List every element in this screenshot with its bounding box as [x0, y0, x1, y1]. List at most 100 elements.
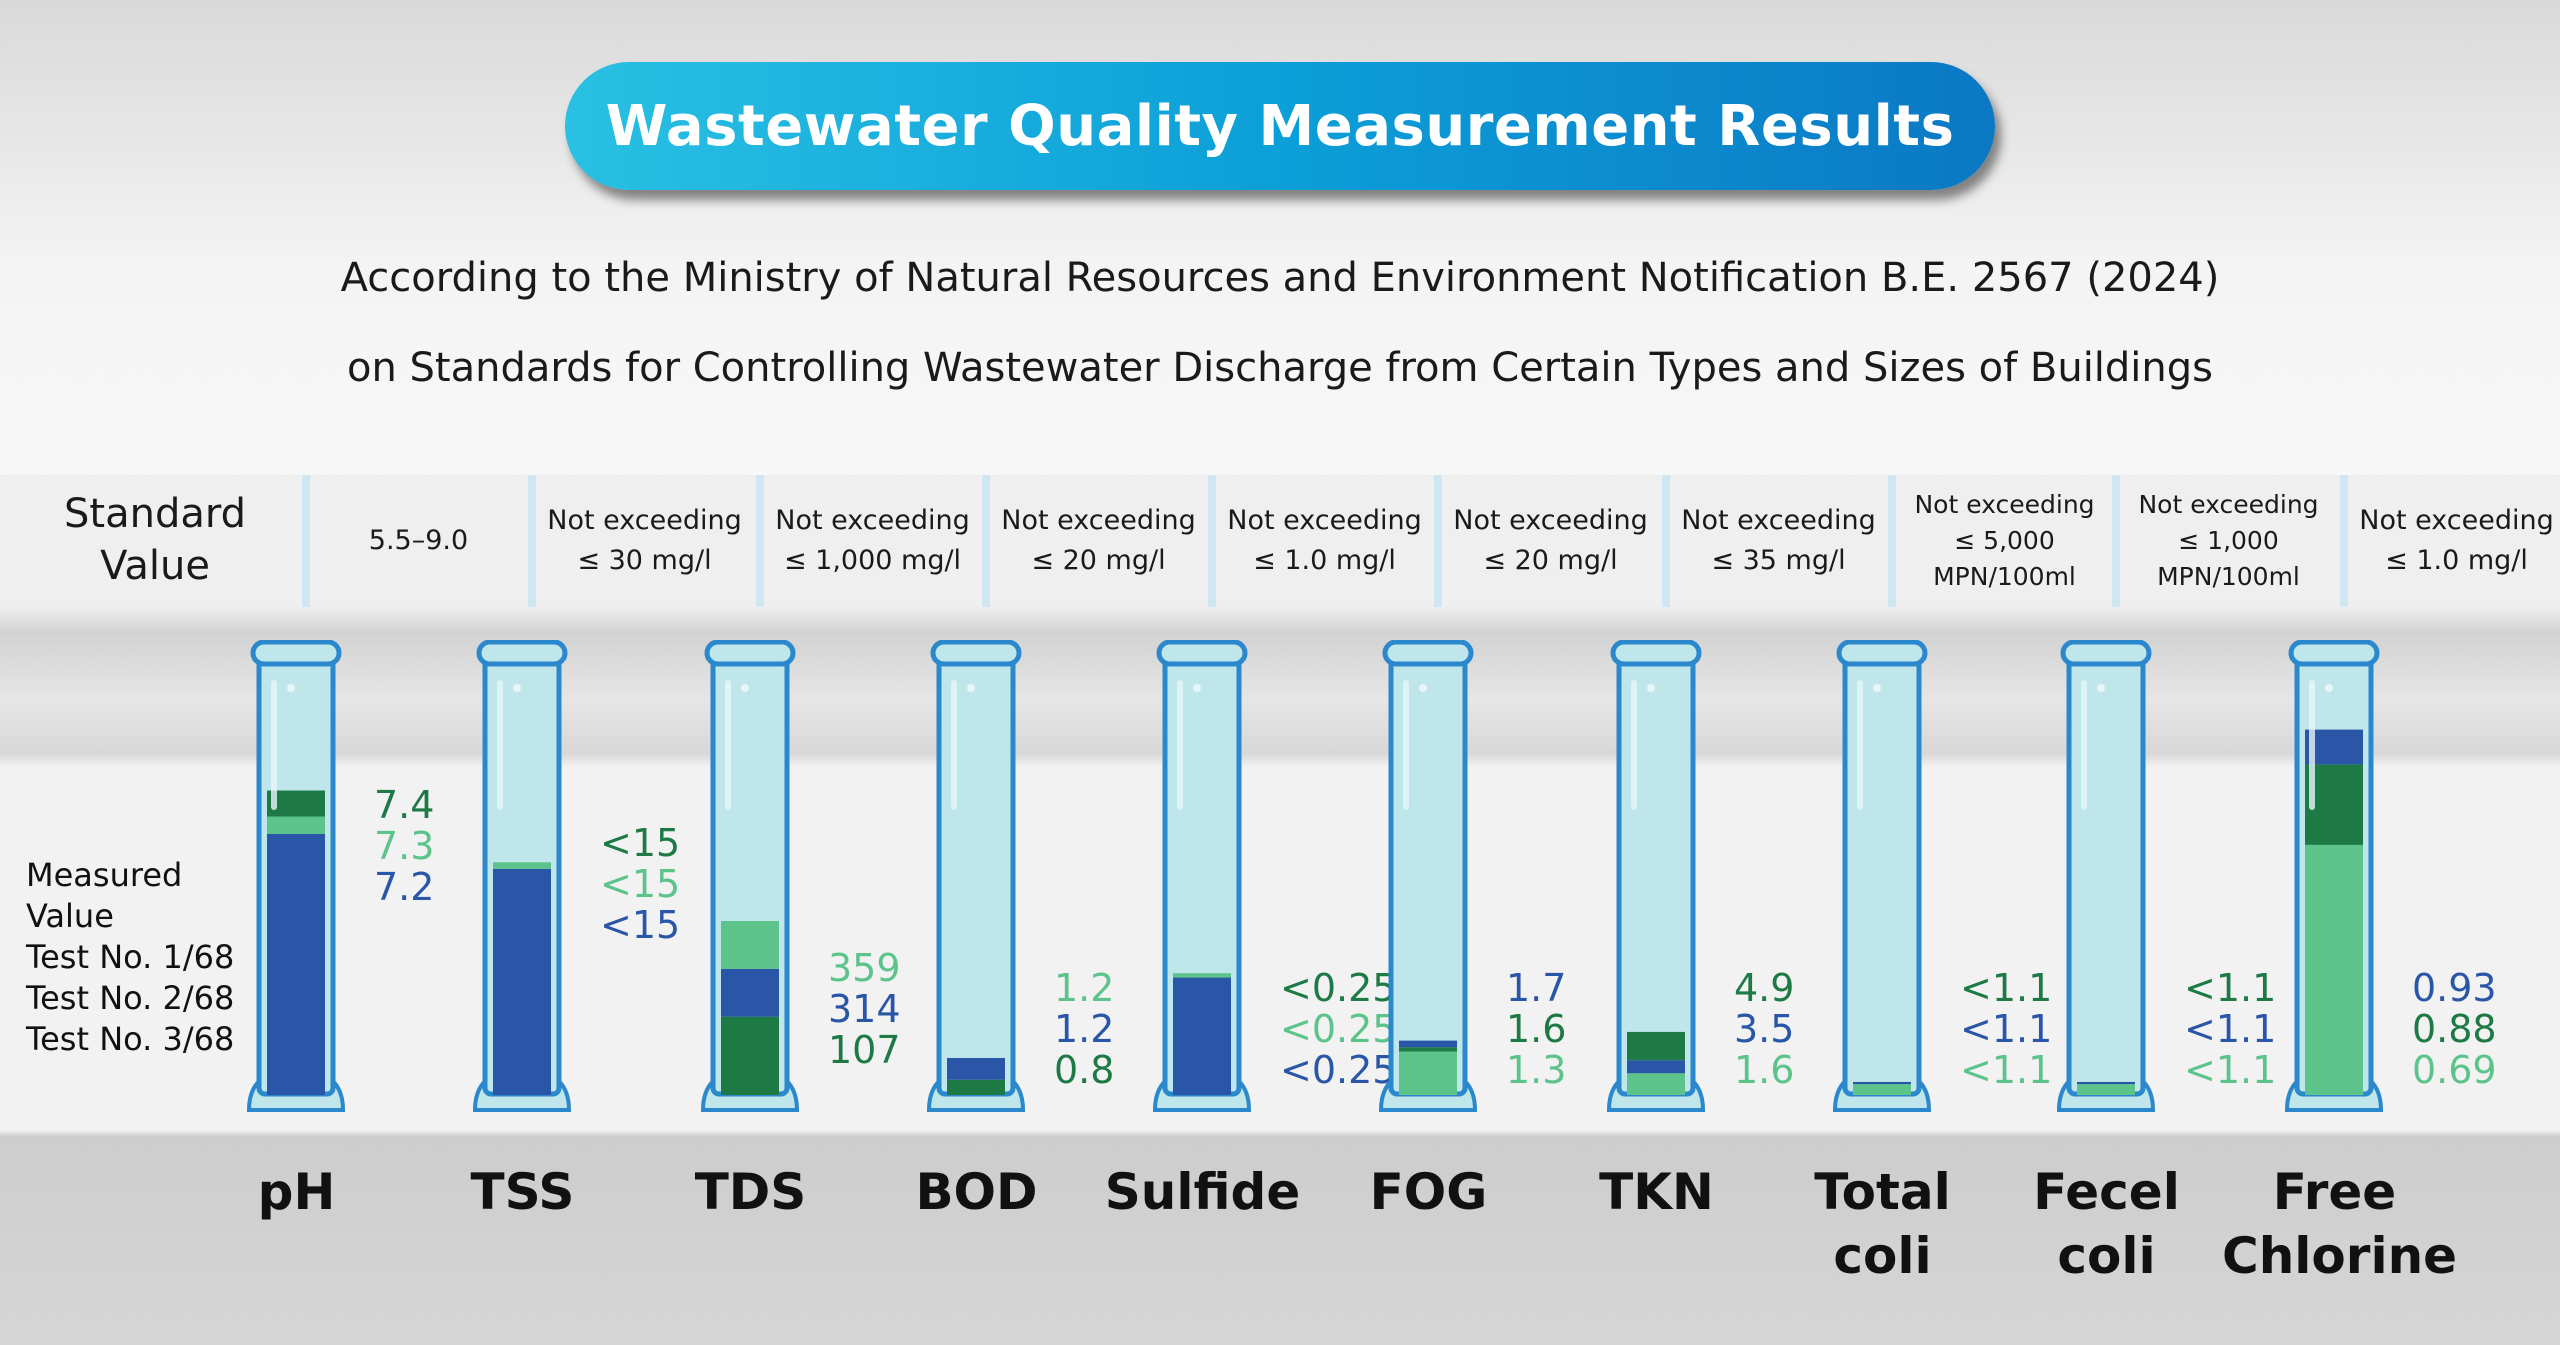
parameter-name: TDS [638, 1160, 863, 1224]
fill-segment-light-green [721, 921, 779, 969]
measured-value-test-3: 1.6 [1734, 1048, 1795, 1092]
standard-text: Not exceeding [2359, 505, 2554, 536]
cylinder-rim [930, 640, 1022, 667]
glass-highlight [271, 680, 277, 810]
fill-segment-light-green [2077, 1084, 2135, 1095]
standard-text: ≤ 20 mg/l [1483, 545, 1618, 576]
cylinder-body [1616, 651, 1696, 1097]
measured-value-test-2: <0.25 [1280, 1007, 1397, 1051]
fill-segment-blue [947, 1058, 1005, 1080]
parameter-name-line: FOG [1369, 1163, 1488, 1221]
fill-segment-blue [1399, 1040, 1457, 1048]
test-1-label: Test No. 1/68 [26, 938, 235, 976]
standard-row [0, 475, 2560, 607]
measured-value-test-2: 1.6 [1506, 1007, 1567, 1051]
standard-text: Not exceeding [775, 505, 970, 536]
standard-text: ≤ 30 mg/l [577, 545, 712, 576]
measured-value-test-1: 7.4 [374, 783, 435, 827]
standard-text: MPN/100ml [2157, 562, 2300, 591]
measured-value-test-1: <1.1 [2184, 966, 2277, 1010]
measured-values: 359 314 107 [828, 948, 901, 1071]
standard-text: ≤ 1,000 [2178, 526, 2279, 555]
standard-text: ≤ 1.0 mg/l [1253, 545, 1396, 576]
fill-segment-light-green [2305, 844, 2363, 1095]
measured-value-test-3: 7.2 [374, 865, 435, 909]
measured-values: 1.7 1.6 1.3 [1506, 968, 1566, 1091]
measured-values: 4.9 3.5 1.6 [1734, 968, 1794, 1091]
measured-value-test-3: <0.25 [1280, 1048, 1397, 1092]
parameter-name: Total coli [1770, 1160, 1995, 1288]
cylinder-rim [1836, 640, 1928, 667]
fill-segment-blue [1627, 1060, 1685, 1074]
test-3-label: Test No. 3/68 [26, 1020, 235, 1058]
fill-segment-blue [721, 968, 779, 1017]
fill-segment-light-green [1627, 1073, 1685, 1095]
fill-segment-dark-green [947, 1079, 1005, 1095]
measured-values: 0.93 0.88 0.69 [2412, 968, 2497, 1091]
measured-value-test-3: 1.3 [1506, 1048, 1567, 1092]
measuring-cylinder [1606, 640, 1706, 1112]
measured-value-label: Measured Value Test No. 1/68 Test No. 2/… [26, 855, 234, 1060]
standard-text: Not exceeding [1681, 505, 1876, 536]
cylinder-rim [1156, 640, 1248, 667]
standard-text: 5.5–9.0 [368, 525, 469, 556]
parameter-name: BOD [864, 1160, 1089, 1224]
parameter-name-line: coli [1833, 1227, 1932, 1285]
parameter-name-line: Total [1814, 1163, 1951, 1221]
bubble [2097, 684, 2105, 692]
measured-values: <1.1 <1.1 <1.1 [2184, 968, 2276, 1091]
measured-values: <0.25 <0.25 <0.25 [1280, 968, 1396, 1091]
cylinder-rim [2060, 640, 2152, 667]
glass-highlight [1631, 680, 1637, 810]
bubble [513, 684, 521, 692]
fill-segment-dark-green [1399, 1047, 1457, 1052]
measuring-cylinder [246, 640, 346, 1112]
parameter-name-line: Sulfide [1104, 1163, 1301, 1221]
standard-cell: Not exceeding ≤ 1,000 MPN/100ml [2112, 475, 2337, 607]
measured-value-test-1: 4.9 [1734, 966, 1795, 1010]
cylinder-rim [250, 640, 342, 667]
parameter-name: pH [184, 1160, 409, 1224]
measured-value-test-3: 107 [828, 1028, 901, 1072]
cylinder-rim [704, 640, 796, 667]
bubble [1193, 684, 1201, 692]
standard-text: MPN/100ml [1933, 562, 2076, 591]
measured-value-test-1: <1.1 [1960, 966, 2053, 1010]
standard-text: Not exceeding [1453, 505, 1648, 536]
fill-segment-blue [2077, 1081, 2135, 1085]
parameter-name: Fecel coli [1994, 1160, 2219, 1288]
standard-cell: Not exceeding ≤ 5,000 MPN/100ml [1888, 475, 2113, 607]
cylinder-rim [1610, 640, 1702, 667]
parameter-name-line: TKN [1599, 1163, 1714, 1221]
standard-text: Not exceeding [2138, 490, 2319, 519]
glass-highlight [1177, 680, 1183, 810]
measured-values: <15 <15 <15 [600, 823, 680, 946]
standard-cell: Not exceeding ≤ 20 mg/l [1434, 475, 1659, 607]
measured-value-test-2: <1.1 [1960, 1007, 2053, 1051]
measured-label-line: Measured [26, 856, 183, 894]
glass-highlight [725, 680, 731, 810]
parameter-name: FOG [1316, 1160, 1541, 1224]
measured-value-test-1: <0.25 [1280, 966, 1397, 1010]
measured-value-test-3: <1.1 [1960, 1048, 2053, 1092]
parameter-name: Free Chlorine [2222, 1160, 2457, 1288]
parameter-name-line: Fecel [2033, 1163, 2180, 1221]
measured-value-test-1: <15 [600, 821, 681, 865]
parameter-name-line: Free [2272, 1163, 2397, 1221]
glass-highlight [951, 680, 957, 810]
measured-value-test-3: 0.8 [1054, 1048, 1115, 1092]
measured-value-test-1: 1.2 [1054, 966, 1115, 1010]
measured-value-test-2: <1.1 [2184, 1007, 2277, 1051]
bubble [1647, 684, 1655, 692]
standard-cell: Not exceeding ≤ 1.0 mg/l [2340, 475, 2560, 607]
standard-cell: 5.5–9.0 [302, 475, 527, 607]
glass-highlight [2081, 680, 2087, 810]
fill-segment-light-green [1853, 1084, 1911, 1095]
parameter-name-line: TDS [694, 1163, 807, 1221]
fill-segment-blue [267, 834, 325, 1095]
measured-label-line: Value [26, 897, 114, 935]
bubble [967, 684, 975, 692]
measured-value-test-2: <15 [600, 862, 681, 906]
measured-value-test-2: 7.3 [374, 824, 435, 868]
cylinder-body [936, 651, 1016, 1097]
